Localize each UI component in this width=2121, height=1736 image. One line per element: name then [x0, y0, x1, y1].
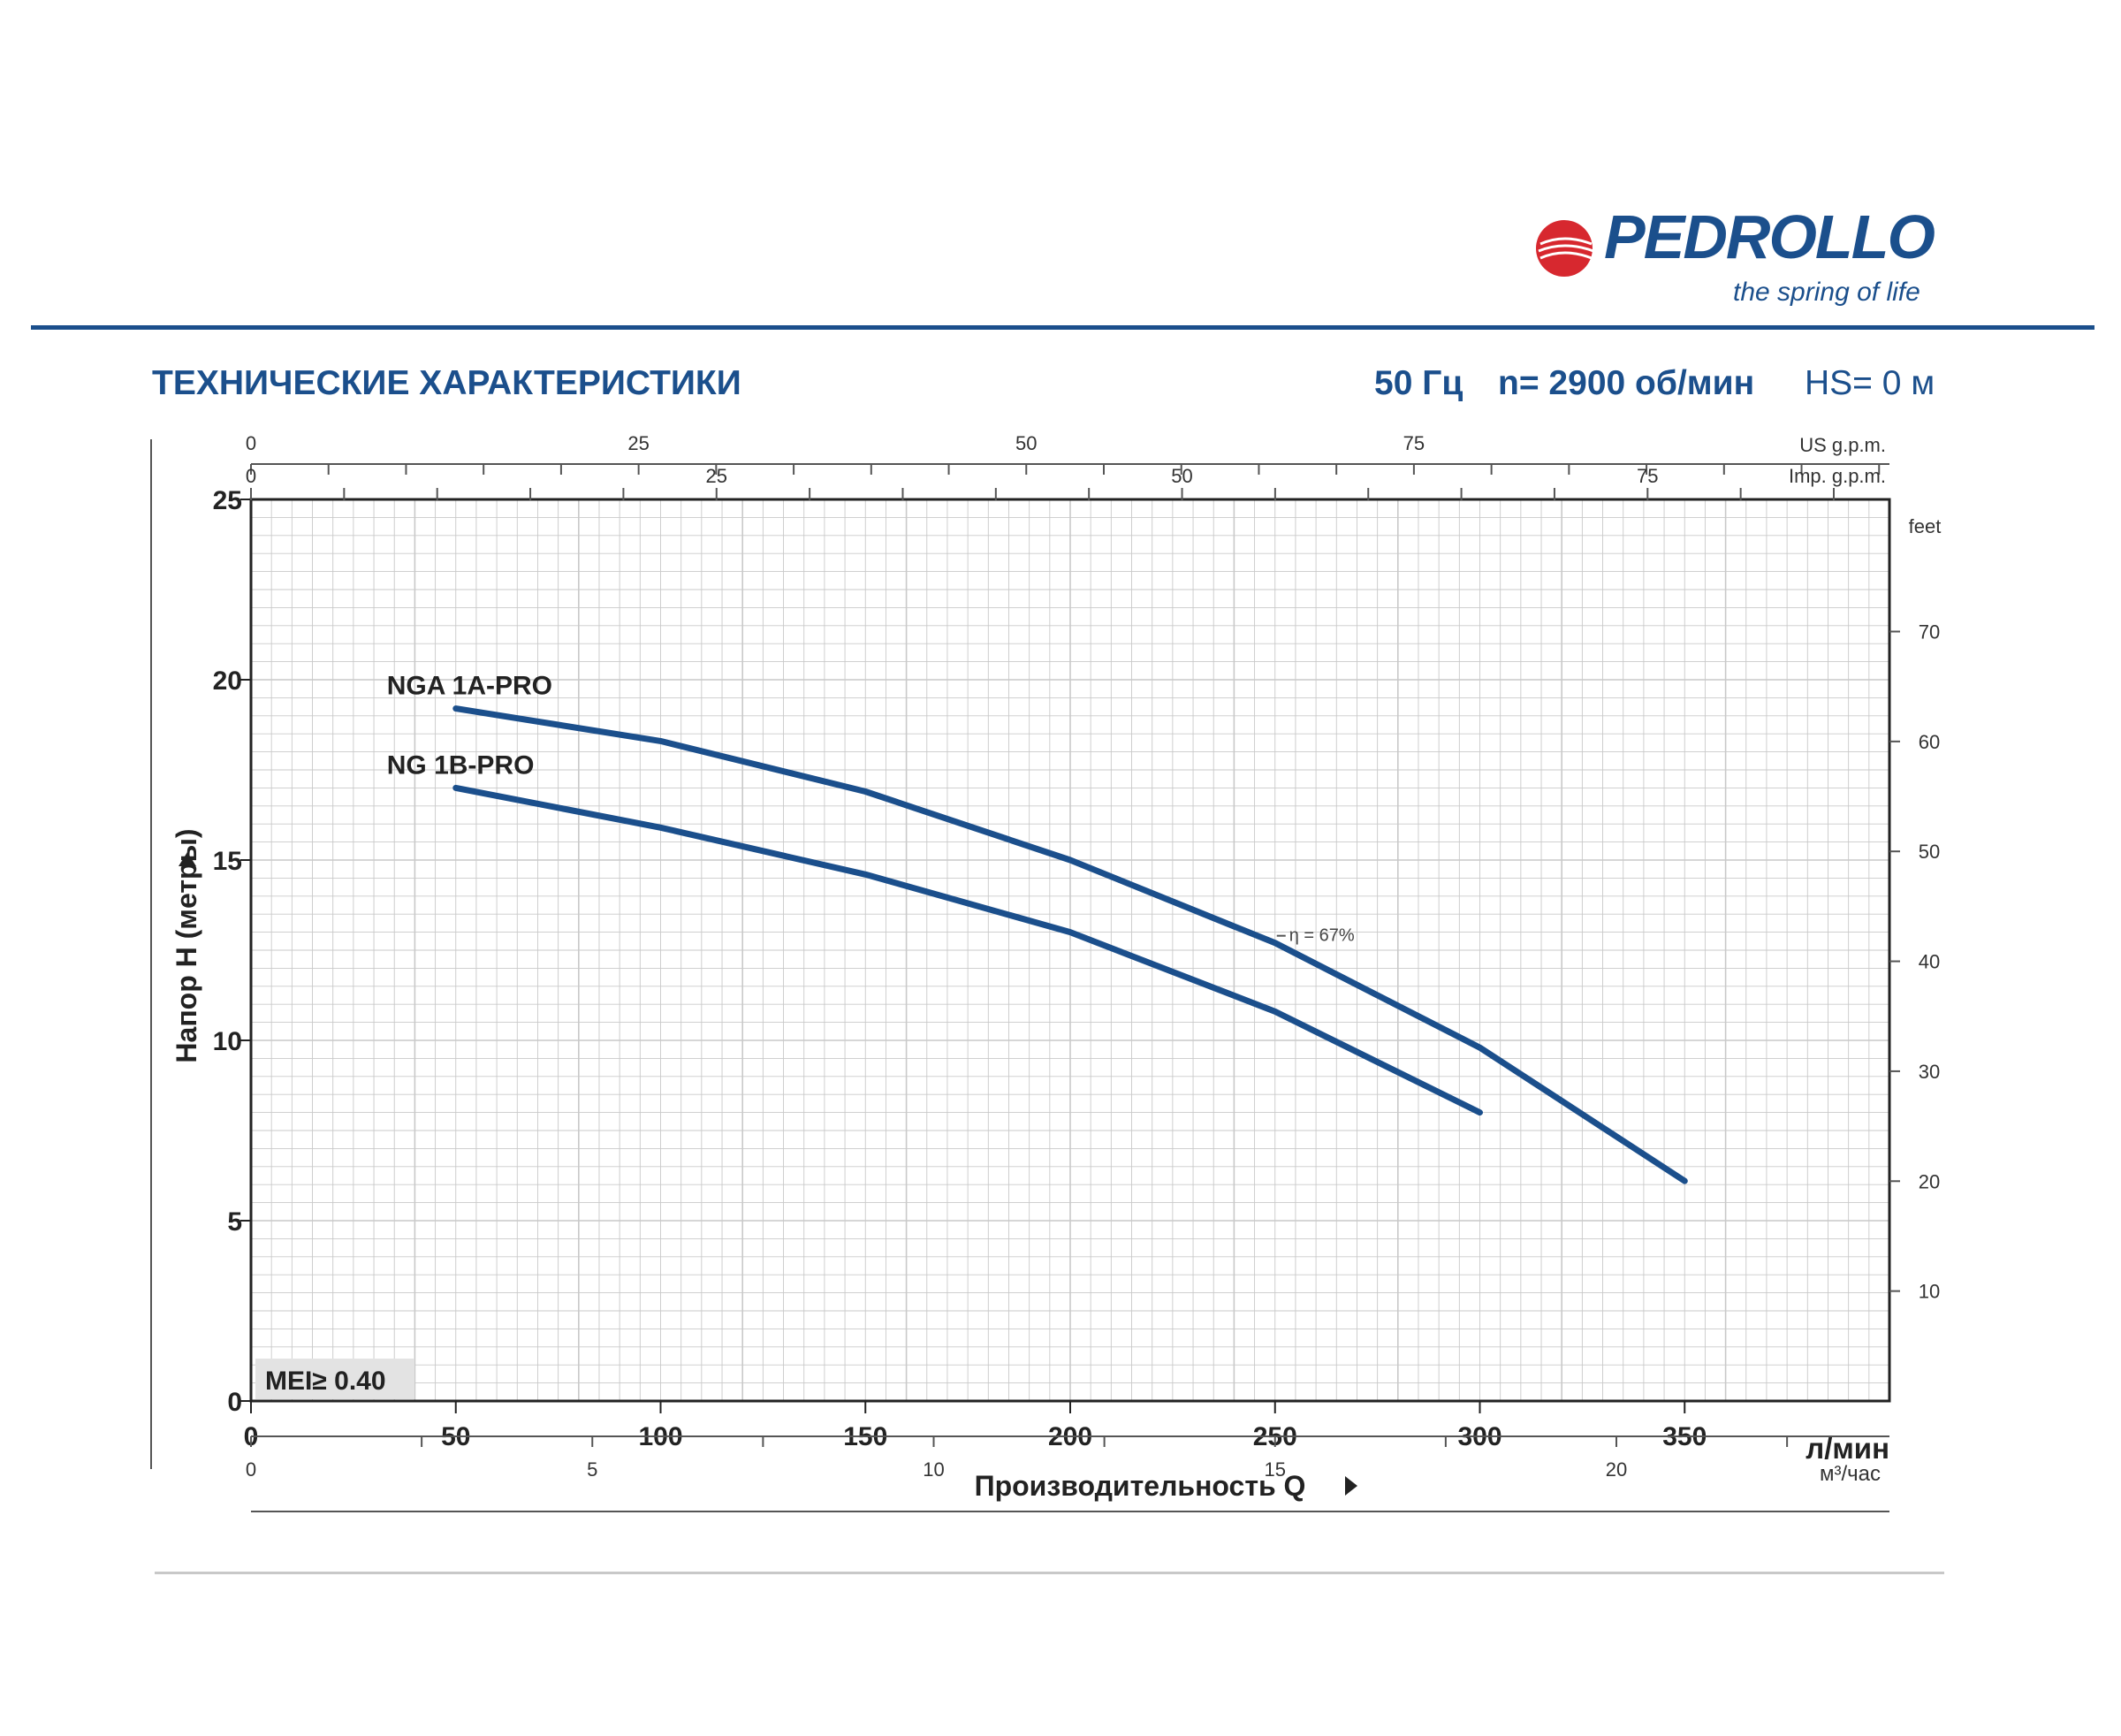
feet-tick-label: 70 — [1919, 621, 1940, 643]
series-label: NG 1B-PRO — [387, 750, 535, 780]
mei-box — [255, 1359, 414, 1399]
feet-unit-label: feet — [1909, 515, 1942, 537]
m3h-tick-label: 10 — [923, 1458, 944, 1481]
left-divider — [150, 439, 152, 1469]
feet-tick-label: 10 — [1919, 1281, 1940, 1303]
suction-label: HS= 0 м — [1805, 364, 1935, 402]
series-label: NGA 1A-PRO — [387, 672, 552, 701]
feet-tick-label: 50 — [1919, 841, 1940, 863]
bottom-divider — [155, 1572, 1944, 1574]
m3h-tick-label: 15 — [1265, 1458, 1286, 1481]
pedrollo-logo: PEDROLLO the spring of life — [1533, 202, 1949, 311]
us-gpm-tick-label: 25 — [627, 432, 649, 454]
feet-tick-label: 20 — [1919, 1170, 1940, 1192]
imp-gpm-tick-label: 75 — [1637, 465, 1658, 487]
m3h-unit-label: м³/час — [1820, 1462, 1881, 1486]
imp-gpm-tick-label: 50 — [1171, 465, 1192, 487]
x-axis-label: Производительность Q — [975, 1470, 1306, 1502]
pedrollo-sun-icon — [1536, 220, 1594, 277]
y-axis-arrow-icon — [179, 852, 196, 866]
series-line-nga-1a-pro — [452, 705, 1688, 1184]
us-gpm-tick-label: 50 — [1015, 432, 1037, 454]
x-axis-arrow-icon — [1345, 1476, 1357, 1496]
imp-gpm-tick-label: 0 — [246, 465, 256, 487]
feet-tick-label: 60 — [1919, 731, 1940, 753]
feet-tick-label: 40 — [1919, 951, 1940, 973]
header-divider — [31, 325, 2094, 330]
y-axis-label: Напор H (метры) — [171, 828, 202, 1062]
efficiency-annotation: η = 67% — [1289, 926, 1355, 946]
y-tick-label: 20 — [213, 666, 242, 696]
us-gpm-tick-label: 0 — [246, 432, 256, 454]
logo-wordmark: PEDROLLO — [1604, 202, 1935, 271]
feet-tick-label: 30 — [1919, 1061, 1940, 1083]
y-tick-label: 5 — [227, 1207, 242, 1237]
x-unit-label: л/мин — [1806, 1432, 1889, 1465]
us-gpm-unit-label: US g.p.m. — [1799, 434, 1886, 456]
frequency-label: 50 Гц — [1374, 364, 1463, 402]
imp-gpm-tick-label: 25 — [706, 465, 727, 487]
page-title: ТЕХНИЧЕСКИЕ ХАРАКТЕРИСТИКИ — [152, 364, 741, 402]
m3h-tick-label: 20 — [1606, 1458, 1627, 1481]
m3h-tick-label: 5 — [587, 1458, 597, 1481]
y-tick-label: 0 — [227, 1388, 242, 1417]
logo-tagline: the spring of life — [1733, 278, 1920, 307]
y-tick-label: 25 — [213, 486, 242, 515]
m3h-tick-label: 0 — [246, 1458, 256, 1481]
mei-annotation: MEI≥ 0.40 — [265, 1367, 386, 1396]
speed-label: n= 2900 об/мин — [1498, 364, 1755, 402]
us-gpm-tick-label: 75 — [1403, 432, 1425, 454]
y-tick-label: 15 — [213, 847, 242, 876]
imp-gpm-unit-label: Imp. g.p.m. — [1789, 465, 1886, 487]
y-tick-label: 10 — [213, 1027, 242, 1056]
series-line-ng-1b-pro — [452, 784, 1483, 1116]
